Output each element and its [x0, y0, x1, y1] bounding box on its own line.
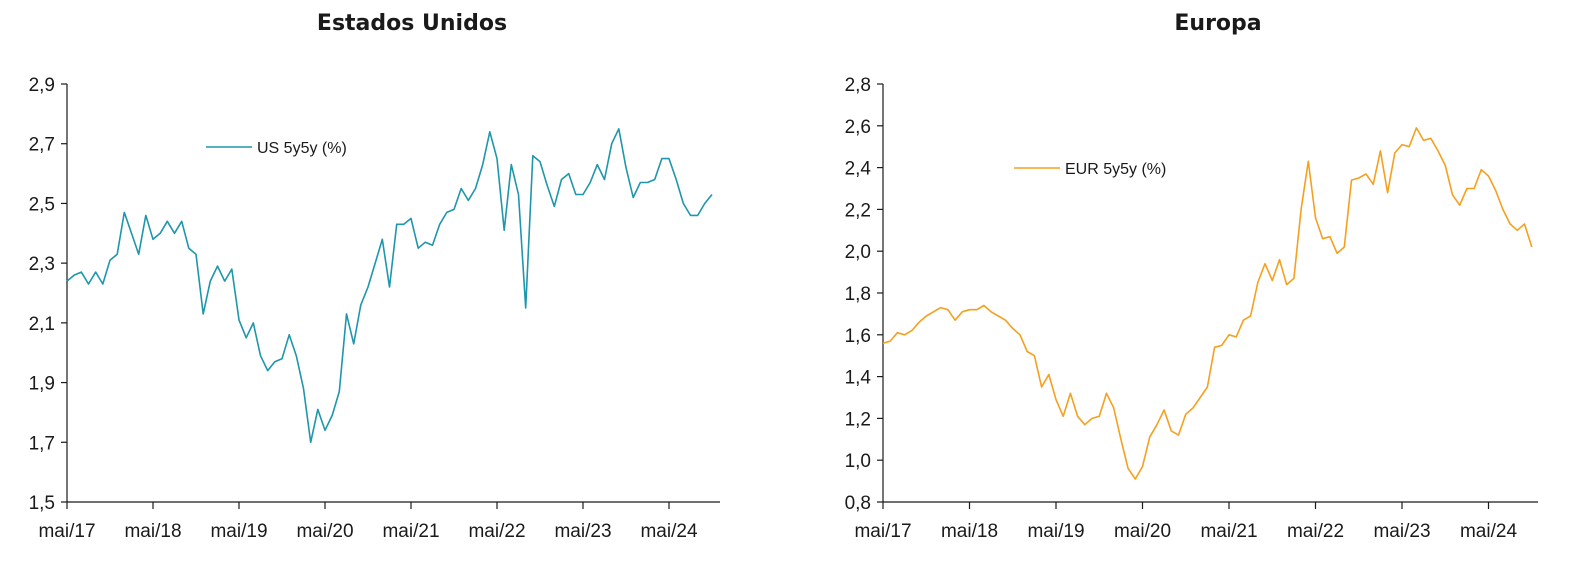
x-tick-label: mai/18 [124, 521, 181, 542]
legend: EUR 5y5y (%) [1014, 161, 1166, 178]
chart-title: Europa [1174, 11, 1261, 36]
series-line-us-5y5y [66, 128, 713, 444]
x-tick-label: mai/24 [640, 521, 697, 542]
y-ticks: 1,5 1,7 1,9 2,1 2,3 2,5 2,7 2,9 [29, 75, 67, 514]
series-line-eur-5y5y [882, 127, 1533, 480]
y-tick-label: 2,4 [845, 159, 872, 180]
y-tick-label: 2,5 [29, 194, 55, 215]
x-tick-label: mai/18 [941, 521, 998, 542]
x-tick-label: mai/22 [1287, 521, 1344, 542]
y-tick-label: 2,9 [29, 75, 55, 96]
y-tick-label: 1,4 [845, 368, 872, 389]
x-tick-label: mai/17 [854, 521, 911, 542]
x-tick-label: mai/20 [296, 521, 353, 542]
x-ticks: mai/17 mai/18 mai/19 mai/20 mai/21 mai/22 mai/… [854, 502, 1517, 542]
x-ticks: mai/17 mai/18 mai/19 mai/20 mai/21 mai/22 mai/… [38, 502, 698, 542]
legend-label: US 5y5y (%) [257, 140, 347, 157]
x-tick-label: mai/19 [1027, 521, 1084, 542]
y-tick-label: 2,1 [29, 314, 55, 335]
chart-title: Estados Unidos [317, 11, 507, 36]
y-tick-label: 2,7 [29, 135, 55, 156]
y-tick-label: 0,8 [845, 493, 871, 514]
chart-panel-europe: Europa 0,8 1,0 1,2 1,4 1,6 1,8 2,0 2,2 2,4 2,6 2,8… [790, 0, 1570, 561]
y-tick-label: 2,3 [29, 254, 55, 275]
chart-panel-us: Estados Unidos 1,5 1,7 1,9 2,1 2,3 2,5 2,7 2,9 … [0, 0, 780, 561]
y-tick-label: 2,6 [845, 117, 871, 138]
x-tick-label: mai/21 [382, 521, 439, 542]
y-ticks: 0,8 1,0 1,2 1,4 1,6 1,8 2,0 2,2 2,4 2,6 2,8 [845, 75, 883, 514]
legend: US 5y5y (%) [206, 140, 347, 157]
x-tick-label: mai/22 [468, 521, 525, 542]
y-tick-label: 1,8 [845, 284, 871, 305]
x-tick-label: mai/19 [210, 521, 267, 542]
chart-us: Estados Unidos 1,51,71,92,12,32,52,72,9 … [29, 11, 720, 542]
chart-europe: Europa 0,8 1,0 1,2 1,4 1,6 1,8 2,0 2,2 2,4 2,6 2,8… [845, 11, 1538, 542]
y-tick-label: 1,0 [845, 451, 871, 472]
y-tick-label: 1,7 [29, 433, 55, 454]
y-tick-label: 2,0 [845, 242, 871, 263]
x-tick-label: mai/17 [38, 521, 95, 542]
y-tick-label: 1,5 [29, 493, 55, 514]
x-tick-label: mai/20 [1114, 521, 1171, 542]
y-tick-label: 2,2 [845, 200, 871, 221]
x-tick-label: mai/23 [1373, 521, 1430, 542]
y-tick-label: 2,8 [845, 75, 871, 96]
x-tick-label: mai/24 [1460, 521, 1517, 542]
legend-label: EUR 5y5y (%) [1065, 161, 1166, 178]
y-tick-label: 1,6 [845, 326, 871, 347]
y-tick-label: 1,9 [29, 374, 55, 395]
y-tick-label: 1,2 [845, 409, 871, 430]
x-tick-label: mai/23 [554, 521, 611, 542]
x-tick-label: mai/21 [1200, 521, 1257, 542]
